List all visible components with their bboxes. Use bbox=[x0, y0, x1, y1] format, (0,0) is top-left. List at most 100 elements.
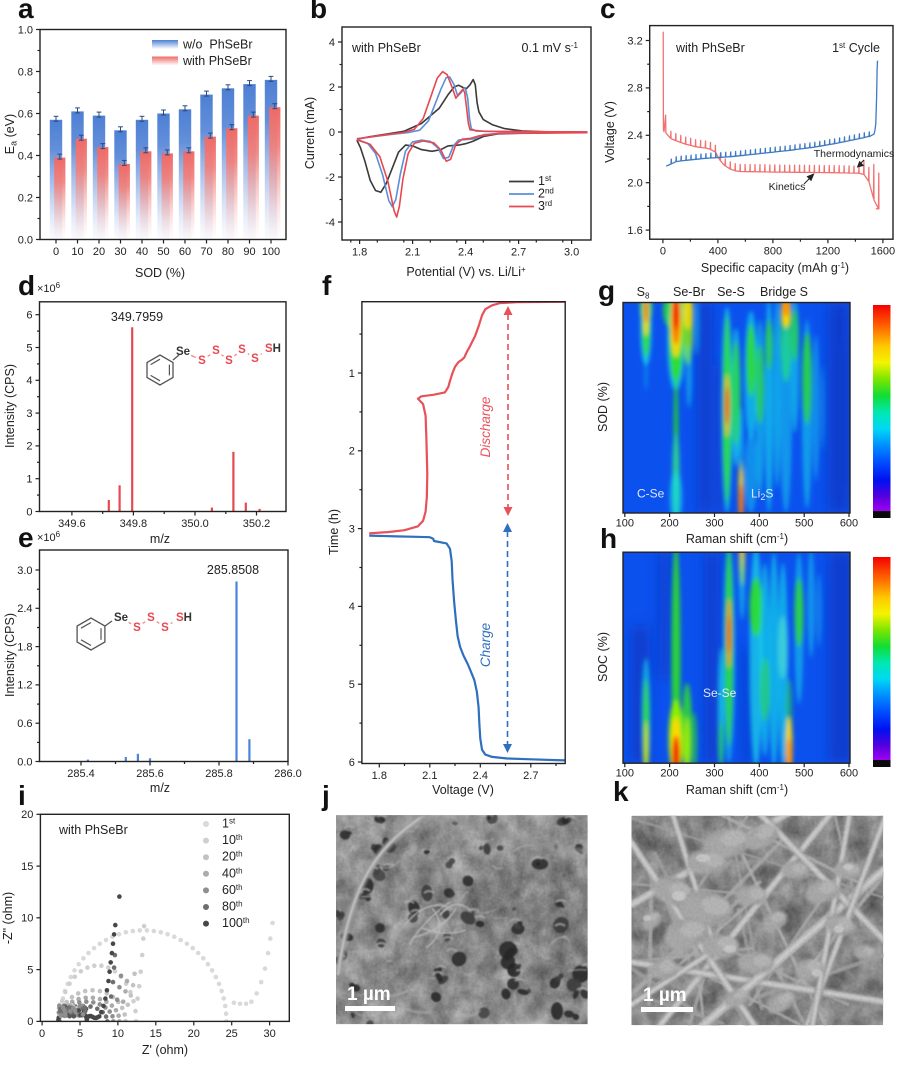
svg-text:3rd: 3rd bbox=[538, 199, 552, 213]
svg-text:1.8: 1.8 bbox=[17, 641, 32, 653]
svg-text:285.4: 285.4 bbox=[67, 768, 95, 780]
svg-text:6: 6 bbox=[26, 310, 32, 322]
svg-text:2.1: 2.1 bbox=[405, 247, 420, 259]
svg-text:0.6: 0.6 bbox=[18, 108, 33, 120]
svg-text:2.0: 2.0 bbox=[627, 178, 642, 190]
svg-text:m/z: m/z bbox=[150, 532, 170, 546]
svg-text:Time (h): Time (h) bbox=[327, 509, 341, 555]
svg-text:60: 60 bbox=[179, 246, 191, 258]
svg-text:15: 15 bbox=[150, 1028, 162, 1040]
svg-text:40: 40 bbox=[136, 246, 148, 258]
svg-text:20th: 20th bbox=[222, 850, 243, 864]
svg-text:100: 100 bbox=[262, 246, 280, 258]
svg-text:SOD (%): SOD (%) bbox=[135, 266, 185, 280]
svg-text:100: 100 bbox=[616, 768, 634, 780]
svg-text:5: 5 bbox=[349, 679, 355, 691]
svg-text:70: 70 bbox=[200, 246, 212, 258]
svg-text:0.6: 0.6 bbox=[17, 718, 32, 730]
svg-text:with PhSeBr: with PhSeBr bbox=[675, 41, 745, 55]
svg-text:500: 500 bbox=[795, 518, 813, 530]
svg-text:1 µm: 1 µm bbox=[347, 984, 391, 1005]
svg-text:100: 100 bbox=[616, 518, 634, 530]
svg-text:S: S bbox=[161, 622, 169, 634]
svg-text:0: 0 bbox=[660, 246, 666, 258]
svg-text:-Z" (ohm): -Z" (ohm) bbox=[1, 892, 15, 944]
svg-text:350.0: 350.0 bbox=[181, 518, 209, 530]
svg-text:200: 200 bbox=[660, 518, 678, 530]
svg-text:20: 20 bbox=[188, 1028, 200, 1040]
svg-text:Intensity (CPS): Intensity (CPS) bbox=[3, 364, 17, 448]
svg-text:400: 400 bbox=[750, 518, 768, 530]
svg-text:0.8: 0.8 bbox=[18, 66, 33, 78]
svg-text:-2: -2 bbox=[325, 172, 335, 184]
svg-text:5: 5 bbox=[77, 1028, 83, 1040]
svg-text:300: 300 bbox=[705, 768, 723, 780]
svg-text:with PhSeBr: with PhSeBr bbox=[182, 54, 252, 68]
svg-text:Kinetics: Kinetics bbox=[769, 181, 806, 193]
svg-text:0.0: 0.0 bbox=[18, 234, 33, 246]
svg-text:800: 800 bbox=[764, 246, 782, 258]
svg-text:0: 0 bbox=[53, 246, 59, 258]
svg-text:60th: 60th bbox=[222, 883, 243, 897]
svg-text:S: S bbox=[147, 612, 155, 624]
svg-text:Se-Se: Se-Se bbox=[703, 686, 737, 700]
svg-text:10th: 10th bbox=[222, 833, 243, 847]
svg-text:10: 10 bbox=[21, 913, 33, 925]
svg-text:Discharge: Discharge bbox=[478, 397, 493, 458]
svg-text:349.7959: 349.7959 bbox=[111, 310, 163, 324]
svg-text:Current (mA): Current (mA) bbox=[303, 97, 317, 169]
svg-text:3.2: 3.2 bbox=[627, 35, 642, 47]
svg-text:2.4: 2.4 bbox=[627, 130, 642, 142]
svg-text:-4: -4 bbox=[325, 217, 335, 229]
svg-text:600: 600 bbox=[840, 768, 858, 780]
svg-text:1: 1 bbox=[26, 474, 32, 486]
svg-text:0.4: 0.4 bbox=[18, 150, 33, 162]
svg-text:Raman shift (cm-1): Raman shift (cm-1) bbox=[686, 532, 788, 546]
svg-text:30: 30 bbox=[114, 246, 126, 258]
svg-text:Se-Br: Se-Br bbox=[673, 285, 705, 299]
svg-text:0: 0 bbox=[329, 127, 335, 139]
svg-text:Potential (V) vs. Li/Li+: Potential (V) vs. Li/Li+ bbox=[406, 265, 526, 279]
svg-text:40th: 40th bbox=[222, 866, 243, 880]
svg-text:5: 5 bbox=[26, 342, 32, 354]
svg-text:×106: ×106 bbox=[37, 530, 61, 544]
svg-text:15: 15 bbox=[21, 861, 33, 873]
svg-text:20: 20 bbox=[93, 246, 105, 258]
svg-text:1.0: 1.0 bbox=[18, 24, 33, 36]
svg-text:0: 0 bbox=[27, 1016, 33, 1028]
svg-text:3: 3 bbox=[349, 523, 355, 535]
svg-text:286.0: 286.0 bbox=[274, 768, 302, 780]
svg-text:0.2: 0.2 bbox=[18, 192, 33, 204]
svg-text:349.6: 349.6 bbox=[58, 518, 86, 530]
svg-text:S: S bbox=[251, 353, 259, 365]
svg-text:C-Se: C-Se bbox=[637, 487, 665, 501]
svg-text:2.7: 2.7 bbox=[511, 247, 526, 259]
svg-text:SOD (%): SOD (%) bbox=[596, 382, 610, 432]
svg-text:2: 2 bbox=[26, 441, 32, 453]
svg-text:Z' (ohm): Z' (ohm) bbox=[142, 1043, 188, 1057]
svg-text:m/z: m/z bbox=[150, 781, 170, 795]
svg-text:0: 0 bbox=[39, 1028, 45, 1040]
svg-text:1 µm: 1 µm bbox=[643, 985, 687, 1006]
svg-text:Se-S: Se-S bbox=[717, 285, 745, 299]
svg-text:S: S bbox=[238, 344, 246, 356]
svg-text:0.0: 0.0 bbox=[17, 756, 32, 768]
svg-text:S: S bbox=[225, 355, 233, 367]
svg-text:4: 4 bbox=[329, 37, 335, 49]
svg-text:Voltage (V): Voltage (V) bbox=[432, 783, 494, 797]
svg-text:10: 10 bbox=[71, 246, 83, 258]
svg-text:1.6: 1.6 bbox=[627, 225, 642, 237]
svg-text:Ea (eV): Ea (eV) bbox=[3, 114, 19, 154]
svg-text:Intensity (CPS): Intensity (CPS) bbox=[3, 613, 17, 697]
svg-text:1600: 1600 bbox=[871, 246, 895, 258]
svg-text:0: 0 bbox=[26, 506, 32, 518]
svg-text:Bridge S: Bridge S bbox=[760, 285, 808, 299]
svg-text:400: 400 bbox=[750, 768, 768, 780]
svg-text:Se: Se bbox=[114, 612, 128, 624]
svg-text:3: 3 bbox=[26, 408, 32, 420]
svg-text:1.8: 1.8 bbox=[372, 770, 387, 782]
svg-text:2: 2 bbox=[349, 446, 355, 458]
svg-text:S: S bbox=[198, 355, 206, 367]
svg-text:10: 10 bbox=[112, 1028, 124, 1040]
svg-text:2: 2 bbox=[329, 82, 335, 94]
